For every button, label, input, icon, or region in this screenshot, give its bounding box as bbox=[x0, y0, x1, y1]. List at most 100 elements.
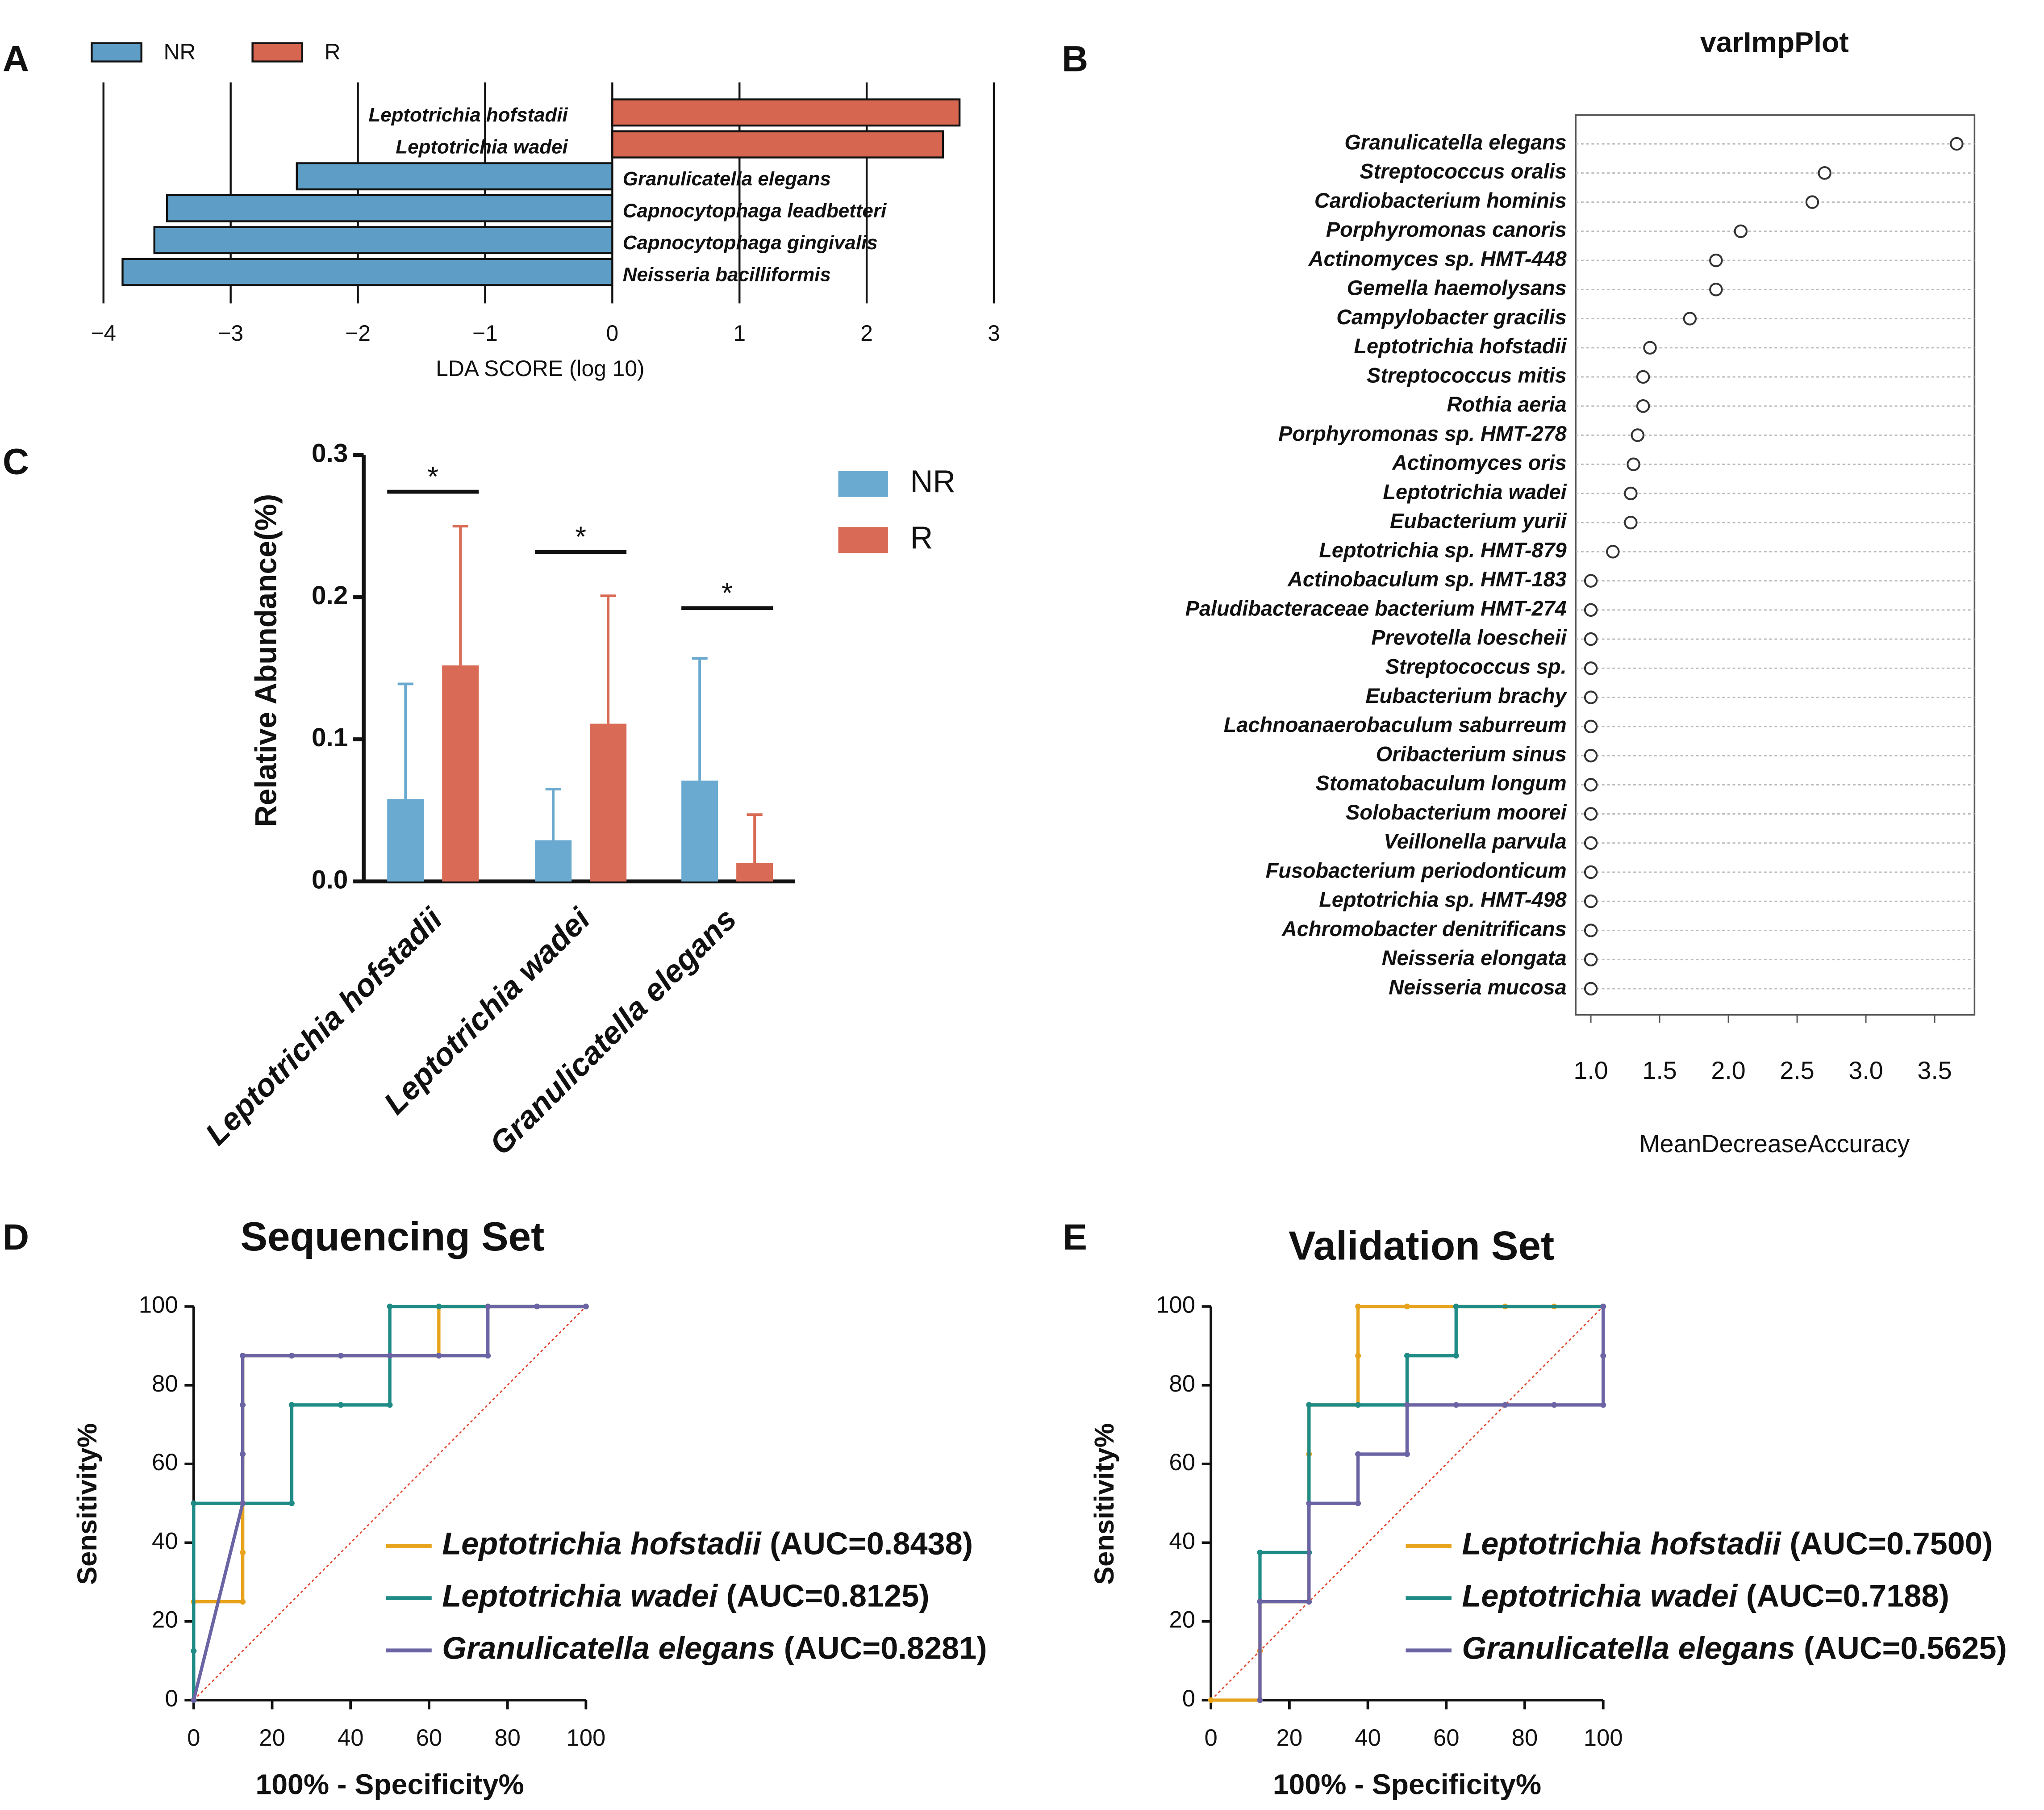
legend-label: NR bbox=[910, 464, 956, 499]
legend-name: Leptotrichia wadei bbox=[1462, 1578, 1738, 1613]
roc-point bbox=[289, 1402, 295, 1408]
dot bbox=[1584, 661, 1598, 675]
category-label: Streptococcus oralis bbox=[1360, 160, 1566, 183]
plot-frame bbox=[1575, 114, 1976, 1016]
y-tick-label: 0 bbox=[1182, 1685, 1195, 1712]
bar bbox=[166, 194, 613, 222]
x-axis-label: 100% - Specificity% bbox=[1273, 1768, 1541, 1800]
x-tick-label: 0 bbox=[606, 321, 618, 346]
y-axis-label: Relative Abundance(%) bbox=[250, 494, 283, 827]
dot bbox=[1584, 748, 1598, 763]
x-tick-label: 3.5 bbox=[1917, 1057, 1952, 1084]
roc-point bbox=[289, 1500, 295, 1506]
category-label: Capnocytophaga gingivalis bbox=[623, 232, 878, 254]
roc-point bbox=[1355, 1500, 1361, 1506]
legend-label: R bbox=[910, 520, 933, 555]
dot bbox=[1584, 836, 1598, 850]
roc-point bbox=[387, 1402, 393, 1408]
dot bbox=[1624, 515, 1638, 530]
y-tick-label: 100 bbox=[1156, 1292, 1195, 1318]
y-tick-label: 0.0 bbox=[312, 865, 348, 894]
roc-point bbox=[1306, 1599, 1312, 1605]
category-label: Streptococcus mitis bbox=[1367, 364, 1567, 387]
roc-point bbox=[1600, 1402, 1606, 1408]
legend-auc: (AUC=0.8125) bbox=[726, 1578, 930, 1613]
category-label: Rothia aeria bbox=[1447, 393, 1567, 416]
x-tick-label: 1.0 bbox=[1573, 1057, 1608, 1084]
dot bbox=[1606, 545, 1620, 559]
dot bbox=[1624, 486, 1638, 501]
category-label: Granulicatella elegans bbox=[1344, 131, 1566, 154]
significance-label: * bbox=[722, 577, 733, 609]
roc-point bbox=[1502, 1402, 1508, 1408]
y-tick-label: 80 bbox=[152, 1371, 178, 1397]
roc-point bbox=[1404, 1451, 1410, 1457]
legend-swatch bbox=[91, 42, 142, 63]
y-tick-label: 80 bbox=[1169, 1371, 1195, 1397]
dot bbox=[1643, 341, 1657, 355]
panel-label: B bbox=[1062, 38, 1088, 79]
significance-label: * bbox=[427, 460, 438, 493]
legend-label: Granulicatella elegans (AUC=0.8281) bbox=[442, 1630, 987, 1665]
category-label: Leptotrichia wadei bbox=[396, 136, 568, 158]
x-tick-label: 20 bbox=[259, 1725, 285, 1751]
x-tick-label: −3 bbox=[218, 321, 243, 346]
y-axis-label: Sensitivity% bbox=[1089, 1423, 1120, 1585]
x-tick-label: 60 bbox=[1433, 1725, 1460, 1751]
chart-title: Sequencing Set bbox=[240, 1214, 544, 1259]
dot bbox=[1709, 283, 1723, 297]
category-label: Lachnoanaerobaculum saburreum bbox=[1224, 713, 1567, 736]
category-label: Eubacterium brachy bbox=[1365, 684, 1567, 707]
y-tick-label: 60 bbox=[1169, 1449, 1195, 1476]
category-label: Solobacterium moorei bbox=[1346, 801, 1567, 824]
legend-swatch bbox=[251, 42, 304, 63]
category-label: Eubacterium yurii bbox=[1390, 510, 1567, 533]
x-tick-label: 100 bbox=[1584, 1725, 1623, 1751]
legend-auc: (AUC=0.8281) bbox=[784, 1630, 987, 1665]
roc-point bbox=[1257, 1697, 1263, 1703]
category-label: Stomatobaculum longum bbox=[1316, 772, 1567, 795]
x-tick-label: 2 bbox=[860, 321, 873, 346]
category-label: Neisseria mucosa bbox=[1389, 975, 1566, 999]
bar bbox=[611, 130, 944, 159]
dot bbox=[1805, 195, 1819, 209]
x-tick-label: 20 bbox=[1276, 1725, 1303, 1751]
dot bbox=[1683, 312, 1697, 326]
legend-name: Leptotrichia hofstadii bbox=[1462, 1526, 1781, 1561]
roc-point bbox=[1257, 1599, 1263, 1605]
roc-point bbox=[1453, 1402, 1459, 1408]
legend-label: Granulicatella elegans (AUC=0.5625) bbox=[1462, 1630, 2006, 1665]
dot bbox=[1584, 690, 1598, 704]
bar bbox=[296, 162, 613, 191]
x-tick-label: −4 bbox=[91, 321, 116, 346]
significance-label: * bbox=[575, 521, 586, 553]
x-tick-label: −2 bbox=[345, 321, 371, 346]
roc-point bbox=[1355, 1402, 1361, 1408]
y-tick-label: 0 bbox=[165, 1685, 178, 1712]
y-tick-label: 20 bbox=[1169, 1607, 1195, 1633]
dot bbox=[1584, 807, 1598, 821]
roc-point bbox=[1404, 1304, 1410, 1309]
legend-label: Leptotrichia hofstadii (AUC=0.7500) bbox=[1462, 1526, 1993, 1561]
y-tick-label: 60 bbox=[152, 1449, 178, 1476]
legend-auc: (AUC=0.5625) bbox=[1804, 1630, 2007, 1665]
bar bbox=[153, 226, 613, 255]
roc-point bbox=[1306, 1500, 1312, 1506]
legend-name: Granulicatella elegans bbox=[1462, 1630, 1795, 1665]
roc-point bbox=[436, 1353, 442, 1359]
roc-point bbox=[436, 1304, 442, 1309]
category-label: Gemella haemolysans bbox=[1347, 276, 1567, 300]
roc-point bbox=[240, 1599, 246, 1605]
y-tick-label: 40 bbox=[1169, 1528, 1195, 1554]
dot bbox=[1584, 778, 1598, 792]
legend-auc: (AUC=0.7188) bbox=[1746, 1578, 1949, 1613]
roc-point bbox=[191, 1697, 197, 1703]
y-axis-label: Sensitivity% bbox=[72, 1423, 103, 1585]
dot bbox=[1584, 632, 1598, 646]
dot bbox=[1636, 399, 1650, 413]
legend-name: Granulicatella elegans bbox=[442, 1630, 775, 1665]
roc-point bbox=[1355, 1353, 1361, 1359]
panel-label: E bbox=[1063, 1217, 1087, 1258]
reference-line bbox=[193, 1306, 587, 1701]
legend-label: R bbox=[325, 39, 341, 64]
